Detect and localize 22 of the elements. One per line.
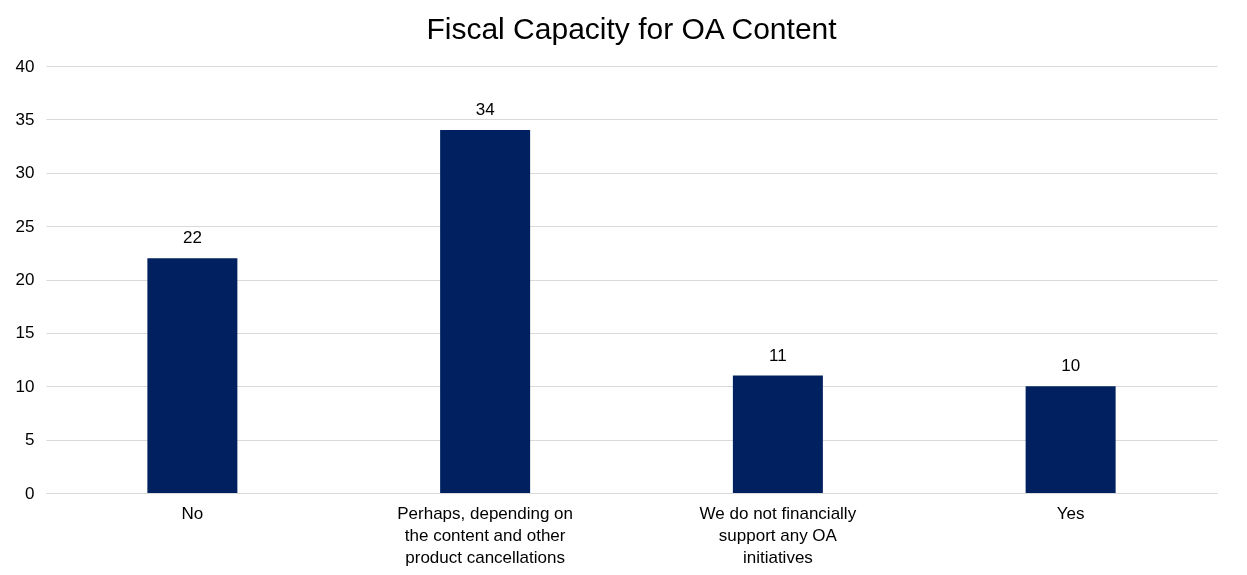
bar: [1025, 386, 1116, 493]
y-tick-label: 0: [25, 483, 35, 503]
data-label: 34: [475, 100, 495, 120]
bar: [440, 130, 531, 493]
x-tick-label: Yes: [1056, 503, 1085, 523]
data-label: 11: [769, 345, 787, 365]
y-tick-label: 25: [15, 216, 35, 236]
y-tick-label: 20: [15, 270, 35, 289]
data-label: 10: [1061, 356, 1081, 376]
bar: [732, 375, 823, 493]
y-tick-label: 15: [15, 323, 35, 343]
y-tick-label: 35: [15, 109, 35, 129]
x-tick-label: Perhaps, depending on the content and other product cancellations: [397, 503, 574, 567]
y-tick-label: 40: [15, 56, 35, 76]
chart-title: Fiscal Capacity for OA Content: [426, 12, 838, 45]
x-tick-label: We do not financially support any OA initiatives: [699, 503, 857, 567]
y-tick-label: 5: [25, 430, 35, 450]
bar: [147, 258, 238, 493]
y-tick-label: 30: [15, 163, 35, 183]
data-label: 22: [182, 228, 202, 248]
x-tick-label: No: [181, 503, 204, 523]
y-tick-label: 10: [15, 376, 35, 396]
